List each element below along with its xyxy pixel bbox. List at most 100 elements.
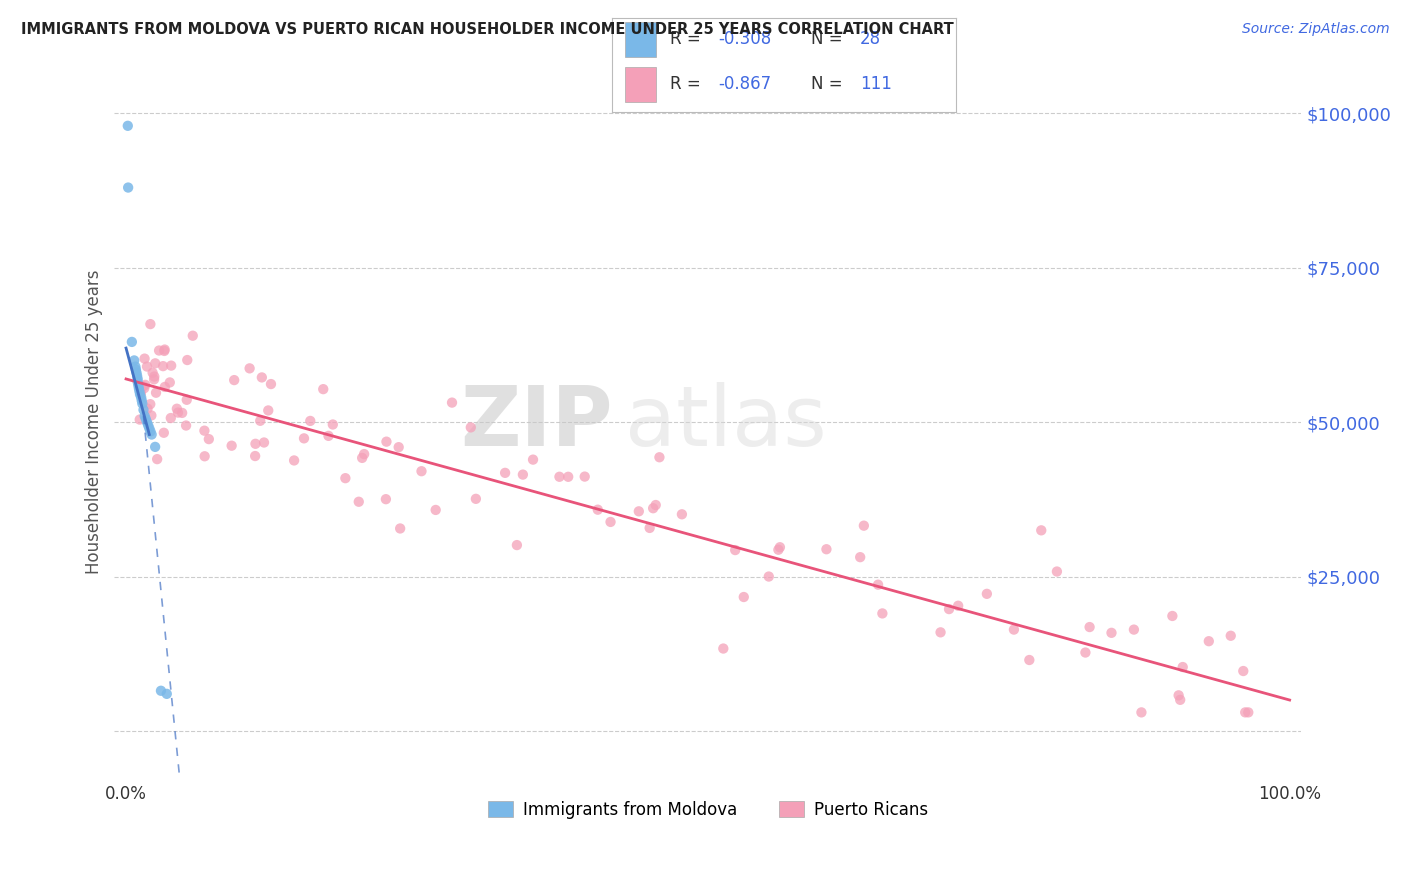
- Point: [586, 502, 609, 516]
- Point: [159, 411, 181, 425]
- Point: [768, 542, 790, 557]
- Point: [758, 569, 780, 583]
- Point: [389, 521, 412, 535]
- Text: N =: N =: [811, 75, 848, 94]
- Point: [153, 380, 176, 394]
- Point: [131, 397, 153, 411]
- Point: [156, 687, 179, 701]
- Point: [1232, 664, 1254, 678]
- Point: [733, 590, 755, 604]
- Point: [1168, 693, 1191, 707]
- Point: [1171, 660, 1194, 674]
- Point: [141, 427, 163, 442]
- Point: [174, 418, 197, 433]
- Point: [135, 412, 157, 426]
- Point: [1167, 689, 1189, 703]
- Point: [1101, 625, 1123, 640]
- Point: [132, 402, 155, 417]
- Point: [172, 406, 194, 420]
- Point: [121, 334, 143, 349]
- Point: [1234, 706, 1257, 720]
- Point: [124, 359, 146, 374]
- Point: [335, 471, 357, 485]
- Text: 28: 28: [859, 30, 880, 48]
- Point: [976, 587, 998, 601]
- Point: [283, 453, 305, 467]
- Point: [868, 577, 890, 591]
- Text: -0.867: -0.867: [718, 75, 772, 94]
- Point: [643, 501, 665, 516]
- Text: -0.308: -0.308: [718, 30, 772, 48]
- Point: [245, 437, 267, 451]
- Point: [181, 328, 204, 343]
- Text: ZIP: ZIP: [460, 382, 613, 463]
- Point: [136, 401, 159, 416]
- Point: [143, 356, 166, 370]
- Point: [1002, 623, 1025, 637]
- Point: [153, 343, 176, 358]
- Point: [299, 414, 322, 428]
- Point: [117, 119, 139, 133]
- Point: [153, 425, 176, 440]
- Point: [938, 602, 960, 616]
- Point: [260, 377, 283, 392]
- Point: [1031, 524, 1053, 538]
- Text: N =: N =: [811, 30, 848, 48]
- Point: [548, 469, 571, 483]
- Point: [312, 382, 335, 396]
- Point: [292, 431, 315, 445]
- Point: [557, 470, 579, 484]
- Point: [852, 518, 875, 533]
- Point: [374, 492, 396, 507]
- Point: [599, 515, 621, 529]
- Point: [250, 370, 273, 384]
- Point: [127, 372, 149, 386]
- Point: [1130, 706, 1153, 720]
- Point: [239, 361, 262, 376]
- Point: [160, 359, 183, 373]
- Point: [627, 504, 650, 518]
- Point: [1074, 646, 1097, 660]
- Point: [929, 625, 952, 640]
- Point: [257, 403, 280, 417]
- Point: [166, 401, 188, 416]
- Point: [129, 391, 152, 405]
- Point: [134, 381, 156, 395]
- Point: [194, 450, 217, 464]
- Point: [127, 378, 149, 392]
- Point: [512, 467, 534, 482]
- Point: [464, 491, 486, 506]
- Text: R =: R =: [671, 75, 706, 94]
- Text: atlas: atlas: [624, 382, 827, 463]
- Point: [132, 379, 155, 393]
- Point: [1161, 609, 1184, 624]
- Point: [129, 387, 152, 401]
- Point: [139, 397, 162, 411]
- Point: [318, 429, 340, 443]
- Point: [128, 384, 150, 399]
- Point: [724, 543, 747, 558]
- Point: [127, 375, 149, 389]
- Point: [425, 503, 447, 517]
- Point: [134, 409, 156, 423]
- Point: [221, 439, 243, 453]
- Point: [117, 180, 139, 194]
- Point: [1046, 565, 1069, 579]
- Point: [138, 421, 160, 435]
- Point: [159, 376, 181, 390]
- Point: [139, 425, 162, 439]
- Point: [141, 409, 163, 423]
- Point: [129, 386, 152, 401]
- Point: [148, 343, 170, 358]
- Point: [411, 464, 433, 478]
- Point: [125, 366, 148, 380]
- Y-axis label: Householder Income Under 25 years: Householder Income Under 25 years: [86, 270, 103, 574]
- Point: [153, 343, 176, 357]
- Point: [134, 351, 156, 366]
- Point: [136, 415, 159, 429]
- Point: [872, 607, 894, 621]
- Text: IMMIGRANTS FROM MOLDOVA VS PUERTO RICAN HOUSEHOLDER INCOME UNDER 25 YEARS CORREL: IMMIGRANTS FROM MOLDOVA VS PUERTO RICAN …: [21, 22, 953, 37]
- Point: [522, 452, 544, 467]
- Point: [849, 550, 872, 565]
- Point: [1078, 620, 1101, 634]
